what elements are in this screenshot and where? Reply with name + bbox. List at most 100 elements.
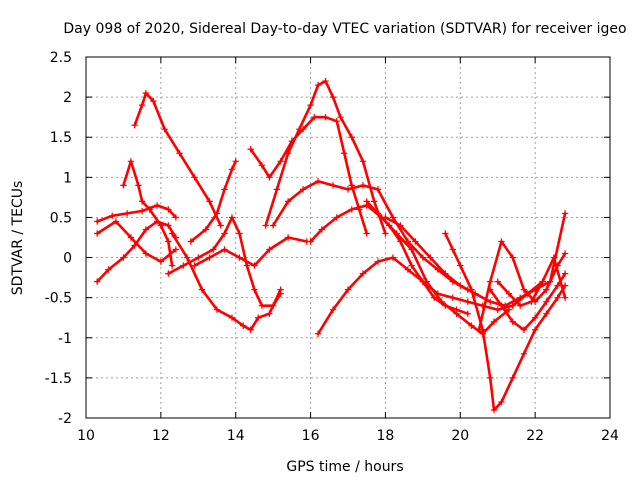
data-series bbox=[94, 77, 569, 414]
data-point bbox=[299, 186, 307, 193]
data-point bbox=[123, 210, 131, 217]
data-point bbox=[374, 186, 382, 193]
series-line bbox=[193, 236, 309, 267]
data-point bbox=[385, 222, 393, 229]
data-point bbox=[94, 230, 101, 237]
data-point bbox=[142, 250, 150, 257]
data-point bbox=[296, 126, 303, 133]
data-point bbox=[165, 238, 172, 245]
data-point bbox=[206, 198, 213, 205]
data-point bbox=[359, 270, 367, 277]
data-point bbox=[344, 286, 352, 293]
data-point bbox=[363, 198, 370, 205]
data-point bbox=[543, 298, 550, 305]
grid-lines bbox=[86, 57, 610, 418]
data-point bbox=[307, 238, 314, 245]
data-point bbox=[554, 282, 561, 289]
data-point bbox=[359, 182, 367, 189]
data-point bbox=[266, 246, 273, 253]
data-point bbox=[254, 314, 262, 321]
data-point bbox=[341, 150, 348, 157]
data-point bbox=[490, 406, 498, 414]
data-point bbox=[412, 238, 419, 245]
data-point bbox=[419, 254, 427, 261]
series-line bbox=[189, 160, 237, 243]
series-sat-j bbox=[247, 113, 370, 237]
data-point bbox=[348, 134, 355, 141]
data-point bbox=[464, 298, 471, 305]
data-point bbox=[314, 81, 322, 89]
data-point bbox=[221, 186, 228, 193]
data-point bbox=[457, 282, 464, 289]
data-point bbox=[138, 198, 146, 205]
data-point bbox=[131, 121, 138, 129]
data-point bbox=[138, 207, 146, 215]
series-sat-t bbox=[494, 254, 569, 309]
data-point bbox=[266, 174, 273, 181]
data-point bbox=[314, 330, 322, 337]
data-point bbox=[277, 158, 284, 165]
data-point bbox=[344, 186, 352, 193]
data-point bbox=[251, 286, 258, 293]
x-tick-label: 24 bbox=[601, 428, 619, 444]
x-tick-label: 10 bbox=[77, 428, 95, 444]
data-point bbox=[382, 230, 389, 237]
series-sat-e bbox=[131, 89, 224, 229]
data-point bbox=[329, 306, 337, 313]
series-sat-f bbox=[165, 214, 284, 309]
data-point bbox=[475, 326, 483, 333]
data-point bbox=[127, 234, 135, 241]
data-point bbox=[509, 254, 516, 261]
data-point bbox=[258, 302, 266, 309]
data-point bbox=[453, 306, 460, 313]
data-point bbox=[382, 214, 389, 221]
chart-title: Day 098 of 2020, Sidereal Day-to-day VTE… bbox=[63, 21, 626, 37]
data-point bbox=[374, 258, 382, 265]
data-point bbox=[153, 202, 161, 209]
data-point bbox=[520, 286, 528, 293]
data-point bbox=[333, 117, 340, 125]
series-sat-o bbox=[363, 198, 471, 317]
data-point bbox=[498, 302, 505, 309]
data-point bbox=[195, 254, 202, 261]
data-point bbox=[138, 101, 146, 109]
data-point bbox=[468, 322, 475, 329]
data-point bbox=[142, 89, 150, 97]
series-sat-d bbox=[120, 158, 176, 269]
series-sat-i bbox=[191, 234, 311, 269]
series-sat-k bbox=[262, 77, 389, 237]
data-point bbox=[539, 278, 546, 285]
x-tick-label: 12 bbox=[152, 428, 170, 444]
y-axis-label: SDTVAR / TECUs bbox=[10, 181, 26, 296]
data-point bbox=[329, 93, 337, 101]
data-point bbox=[187, 238, 194, 245]
data-point bbox=[520, 326, 528, 333]
data-point bbox=[359, 158, 367, 165]
data-point bbox=[168, 262, 176, 269]
data-point bbox=[176, 150, 183, 157]
data-point bbox=[404, 266, 412, 273]
data-point bbox=[165, 270, 172, 277]
y-tick-label: 2.5 bbox=[50, 50, 72, 66]
data-point bbox=[311, 113, 318, 121]
data-point bbox=[221, 230, 228, 237]
data-point bbox=[251, 262, 258, 269]
data-point bbox=[236, 230, 243, 237]
series-line bbox=[95, 220, 178, 283]
data-point bbox=[142, 226, 150, 233]
data-point bbox=[206, 254, 213, 261]
series-sat-c bbox=[94, 218, 180, 265]
data-point bbox=[240, 322, 247, 329]
data-point bbox=[427, 254, 434, 261]
data-point bbox=[498, 238, 505, 245]
data-point bbox=[322, 113, 329, 121]
x-tick-label: 22 bbox=[526, 428, 544, 444]
data-point bbox=[314, 178, 322, 185]
data-point bbox=[520, 350, 528, 358]
series-line bbox=[122, 160, 174, 267]
data-point bbox=[329, 182, 337, 189]
series-line bbox=[365, 200, 470, 315]
series-sat-g bbox=[168, 230, 284, 333]
x-tick-label: 18 bbox=[377, 428, 395, 444]
data-point bbox=[150, 97, 157, 105]
